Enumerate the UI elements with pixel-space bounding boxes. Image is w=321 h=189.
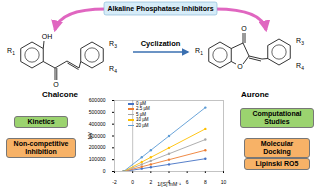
svg-text:-2: -2	[112, 179, 117, 185]
html-text:20 µM: 20 µM	[136, 122, 149, 128]
svg-text:OH: OH	[42, 33, 53, 40]
svg-text:R3: R3	[296, 37, 304, 46]
html-text:5 µM: 5 µM	[136, 111, 147, 117]
svg-text:O: O	[53, 81, 59, 88]
svg-text:2: 2	[149, 179, 152, 185]
svg-text:Cyclization: Cyclization	[141, 39, 181, 48]
svg-text:R3: R3	[109, 40, 117, 49]
html-text:0 µM: 0 µM	[136, 101, 147, 106]
svg-text:100000: 100000	[89, 156, 106, 162]
html-text:2.5 µM: 2.5 µM	[136, 106, 150, 112]
svg-text:R1: R1	[195, 47, 203, 56]
html-text:Non-competitive Inhibition: Non-competitive Inhibition	[13, 140, 69, 155]
svg-text:400000: 400000	[89, 121, 106, 127]
html-text:Molecular Docking: Molecular Docking	[260, 140, 294, 155]
svg-text:6: 6	[186, 179, 189, 185]
html-text:10 µM: 10 µM	[136, 117, 149, 123]
svg-text:1/[S] mM⁻¹: 1/[S] mM⁻¹	[157, 181, 181, 187]
html-text:Computational Studies: Computational Studies	[252, 110, 302, 125]
svg-text:10: 10	[221, 179, 227, 185]
svg-text:R4: R4	[109, 65, 117, 74]
svg-text:0: 0	[103, 168, 106, 174]
svg-text:300000: 300000	[88, 132, 106, 139]
svg-text:Alkaline Phosphatase Inhibitor: Alkaline Phosphatase Inhibitors	[107, 5, 213, 13]
svg-text:200000: 200000	[89, 144, 106, 150]
svg-text:500000: 500000	[89, 109, 106, 115]
svg-text:1/V: 1/V	[87, 132, 93, 140]
svg-text:R4: R4	[296, 62, 304, 71]
svg-text:R1: R1	[7, 47, 15, 56]
html-text:Lipinski RO5: Lipinski RO5	[255, 160, 299, 167]
svg-text:Chalcone: Chalcone	[42, 90, 79, 99]
html-text:Kinetics: Kinetics	[27, 118, 55, 125]
svg-text:8: 8	[204, 179, 207, 185]
svg-text:O: O	[237, 63, 243, 70]
svg-text:Aurone: Aurone	[241, 90, 270, 99]
svg-text:O: O	[241, 25, 247, 32]
svg-text:600000: 600000	[89, 97, 106, 103]
svg-text:0: 0	[131, 179, 134, 185]
